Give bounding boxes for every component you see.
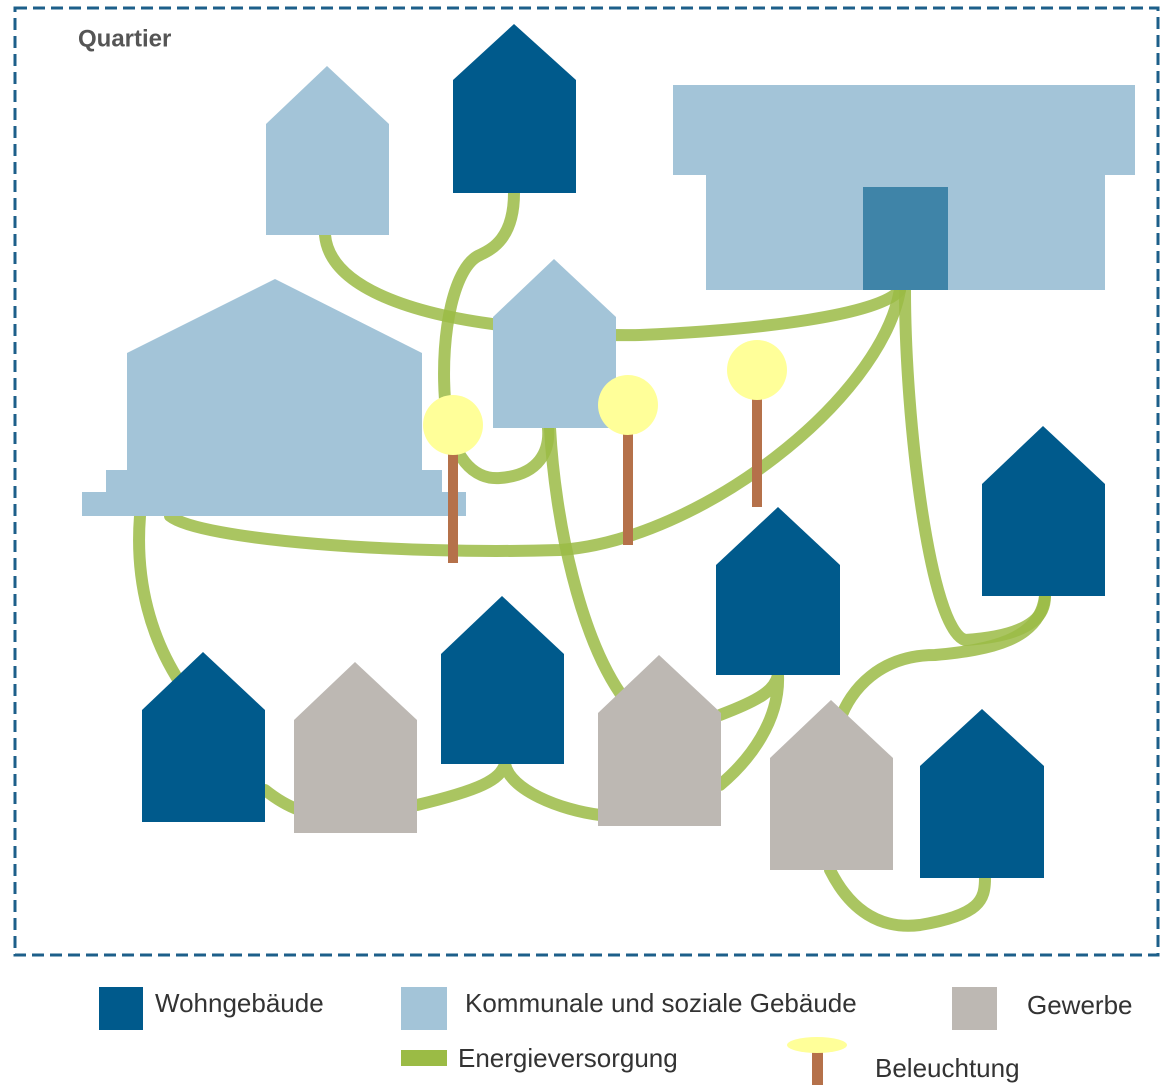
large-public-building (82, 279, 466, 516)
large-public-building (673, 85, 1135, 290)
pipe (830, 870, 985, 926)
commercial (294, 662, 417, 833)
legend-swatch (99, 987, 143, 1030)
legend: Wohngebäude Kommunale und soziale Gebäud… (99, 987, 1133, 1085)
lamp (727, 340, 787, 400)
residential (453, 24, 576, 193)
public-building (266, 66, 389, 235)
public-building (493, 259, 616, 428)
title: Quartier (78, 25, 171, 52)
legend-label: Energieversorgung (458, 1043, 678, 1073)
residential (142, 652, 265, 822)
residential (920, 709, 1044, 878)
residential (441, 596, 564, 764)
diagram: Quartier (0, 0, 1166, 1085)
residential (982, 426, 1105, 596)
buildings (82, 24, 1135, 878)
lamp (423, 395, 483, 455)
legend-swatch (787, 1037, 847, 1053)
pipe (139, 516, 185, 690)
residential (716, 507, 840, 675)
legend-label: Beleuchtung (875, 1053, 1020, 1083)
legend-label: Wohngebäude (155, 988, 324, 1018)
legend-swatch (401, 1050, 447, 1066)
legend-label: Kommunale und soziale Gebäude (465, 988, 857, 1018)
legend-label: Gewerbe (1027, 990, 1133, 1020)
legend-swatch (401, 987, 447, 1030)
commercial (770, 700, 893, 870)
lamp (598, 375, 658, 435)
pipe (720, 675, 778, 785)
legend-swatch (952, 987, 997, 1030)
